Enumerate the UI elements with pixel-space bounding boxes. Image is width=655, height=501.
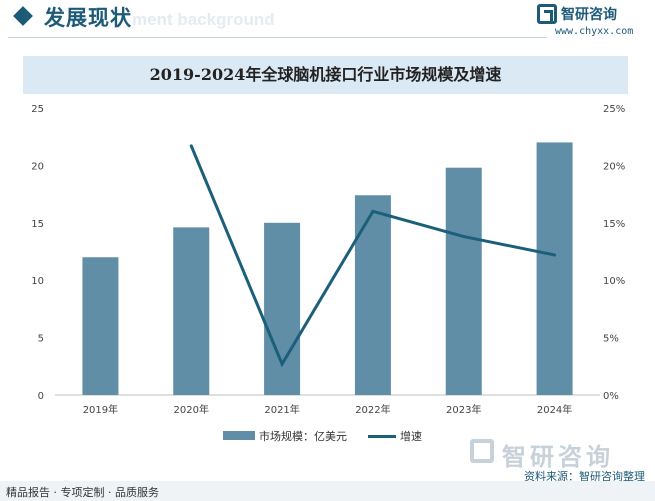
legend-bar-label: 市场规模：亿美元 — [259, 430, 347, 443]
legend-bar-swatch — [223, 431, 255, 440]
footer-logo-icon — [470, 439, 494, 463]
source-note: 资料来源：智研咨询整理 — [524, 470, 645, 483]
x-tick-label: 2020年 — [174, 403, 209, 416]
logo-icon — [537, 4, 557, 24]
header-divider — [8, 37, 547, 38]
y-right-tick-label: 15% — [603, 219, 625, 230]
footer-tagline: 精品报告 · 专项定制 · 品质服务 — [6, 486, 159, 499]
x-tick-label: 2023年 — [446, 403, 481, 416]
y-left-tick-label: 15 — [31, 219, 44, 230]
growth-point — [189, 144, 193, 148]
chart: 0 5 10 15 20 25 0% 5% 10% 15% 20% 25% 2019年 2020年 2021… — [31, 104, 625, 416]
y-right-tick-label: 5% — [603, 334, 619, 345]
brand-logo: 智研咨询 www.chyxx.com — [537, 4, 645, 40]
growth-point — [280, 362, 284, 366]
y-left-tick-label: 25 — [31, 104, 44, 115]
diamond-icon — [13, 6, 33, 26]
bar — [445, 167, 482, 395]
growth-point — [371, 209, 375, 213]
y-right-tick-label: 0% — [603, 391, 619, 402]
x-tick-label: 2022年 — [355, 403, 390, 416]
legend-line-swatch — [368, 435, 396, 438]
bar — [173, 227, 210, 395]
section-title: 发展现状 — [44, 6, 132, 30]
chart-title: 2019-2024年全球脑机接口行业市场规模及增速 — [149, 65, 502, 84]
header: 发展现状 ment background — [0, 0, 655, 40]
bar — [82, 257, 119, 395]
footer-logo-text: 智研咨询 — [502, 443, 614, 471]
x-tick-label: 2024年 — [537, 403, 572, 416]
y-left-tick-label: 5 — [38, 334, 44, 345]
x-tick-label: 2021年 — [264, 403, 299, 416]
legend-line-label: 增速 — [400, 430, 422, 443]
legend: 市场规模：亿美元 增速 — [0, 428, 655, 444]
footer-logo: 智研咨询 — [470, 437, 640, 471]
bar — [536, 142, 573, 395]
y-left-tick-label: 20 — [31, 161, 44, 172]
growth-point — [553, 253, 557, 257]
footer-bar: 精品报告 · 专项定制 · 品质服务 — [0, 481, 655, 501]
y-right-tick-label: 20% — [603, 161, 625, 172]
y-right-tick-label: 10% — [603, 276, 625, 287]
bar — [264, 222, 301, 395]
chart-title-banner: 2019-2024年全球脑机接口行业市场规模及增速 — [23, 56, 628, 94]
header-watermark: ment background — [132, 10, 275, 29]
y-right-tick-label: 25% — [603, 104, 625, 115]
brand-url: www.chyxx.com — [555, 26, 634, 37]
y-left-tick-label: 0 — [38, 391, 44, 402]
brand-name: 智研咨询 — [561, 7, 617, 23]
x-tick-label: 2019年 — [83, 403, 118, 416]
y-left-tick-label: 10 — [31, 276, 44, 287]
bar — [354, 195, 391, 395]
growth-point — [462, 235, 466, 239]
